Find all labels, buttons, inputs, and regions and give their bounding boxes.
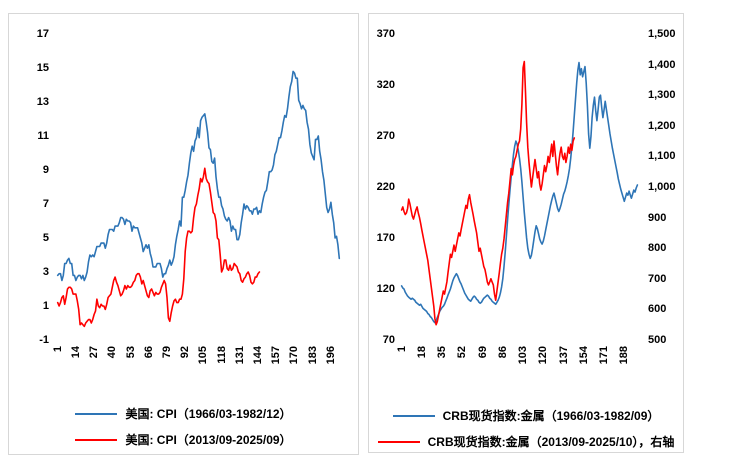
legend-line-sample (377, 440, 420, 443)
y-tick-label: 170 (376, 232, 395, 244)
legend-item: CRB现货指数:金属（2013/09-2025/10），右轴 (377, 433, 675, 450)
crb-legend: CRB现货指数:金属（1966/03-1982/09） CRB现货指数:金属（20… (369, 407, 683, 450)
y-tick-label: 17 (36, 28, 49, 40)
x-tick-label: 69 (476, 346, 489, 359)
x-tick-label: 27 (88, 346, 101, 359)
x-tick-label: 79 (160, 346, 173, 359)
y-tick-label: 120 (376, 283, 395, 295)
y-tick-label: 1,500 (648, 28, 676, 40)
x-tick-label: 188 (618, 346, 631, 365)
series-line (56, 167, 261, 328)
y-tick-label: 500 (648, 334, 667, 346)
y-tick-label: 1,400 (648, 58, 676, 71)
legend-item: 美国: CPI（2013/09-2025/09） (75, 431, 292, 448)
x-tick-label: 14 (69, 346, 82, 359)
y-tick-label: 15 (36, 62, 49, 74)
y-tick-label: 3 (42, 266, 49, 278)
x-tick-label: 131 (233, 346, 246, 365)
x-tick-label: 118 (215, 346, 228, 364)
x-tick-label: 53 (124, 346, 137, 359)
y-tick-label: 7 (42, 198, 49, 210)
x-tick-label: 66 (142, 346, 155, 359)
y-tick-label: 1,300 (648, 89, 676, 102)
legend-label: 美国: CPI（1966/03-1982/12） (125, 407, 292, 421)
y-tick-label: 11 (37, 130, 49, 142)
crb-metals-chart: 370 320 270 220 170 120 70 1,500 1,400 1,300 1,20… (368, 13, 684, 453)
y-tick-label: 700 (648, 272, 667, 285)
y-tick-label: 9 (42, 164, 49, 176)
x-tick-label: 86 (496, 346, 509, 359)
x-tick-label: 1 (395, 346, 408, 353)
x-tick-label: 157 (270, 346, 283, 365)
x-tick-label: 105 (197, 346, 210, 365)
series-line (56, 70, 341, 282)
cpi-plot-area (56, 70, 341, 328)
y-tick-label: 320 (376, 79, 395, 91)
series-line (400, 60, 576, 326)
y-tick-label: 1,200 (648, 119, 676, 132)
y-tick-label: 600 (648, 303, 667, 316)
legend-item: CRB现货指数:金属（1966/03-1982/09） (392, 407, 660, 424)
y-tick-label: 1 (42, 300, 49, 312)
y-tick-label: 270 (376, 130, 395, 142)
legend-label: 美国: CPI（2013/09-2025/09） (125, 433, 292, 447)
x-tick-label: 144 (252, 346, 265, 365)
x-tick-label: 171 (598, 346, 611, 365)
legend-label: CRB现货指数:金属（2013/09-2025/10），右轴 (427, 435, 675, 449)
y-tick-label: 70 (382, 334, 395, 346)
y-tick-label: 800 (648, 242, 667, 255)
legend-line-sample (392, 414, 435, 417)
crb-plot-area (400, 60, 639, 326)
x-tick-label: 137 (557, 346, 570, 365)
x-tick-label: 40 (106, 346, 119, 359)
x-tick-label: 196 (324, 346, 337, 365)
legend-line-sample (75, 412, 118, 415)
y-tick-label: 1,100 (648, 150, 676, 163)
legend-item: 美国: CPI（1966/03-1982/12） (75, 405, 292, 422)
series-line (400, 61, 639, 324)
y-tick-label: 5 (42, 232, 49, 244)
legend-line-sample (75, 438, 118, 441)
x-tick-label: 154 (577, 346, 590, 365)
x-tick-label: 35 (436, 346, 449, 359)
x-tick-label: 92 (179, 346, 192, 359)
y-tick-label: 13 (36, 96, 49, 108)
y-tick-label: -1 (39, 334, 49, 346)
cpi-comparison-chart: 17 15 13 11 9 7 5 3 1 -1 1 14 27 40 53 66 79 92 105 118 131… (8, 13, 359, 455)
x-tick-label: 183 (306, 346, 319, 365)
y-tick-label: 220 (376, 181, 395, 193)
x-tick-label: 120 (537, 346, 550, 365)
x-tick-label: 103 (517, 346, 530, 365)
x-tick-label: 1 (51, 346, 64, 353)
x-tick-label: 170 (288, 346, 301, 365)
x-tick-label: 18 (415, 346, 428, 359)
legend-label: CRB现货指数:金属（1966/03-1982/09） (442, 409, 660, 423)
y-tick-label: 900 (648, 211, 667, 224)
y-tick-label: 1,000 (648, 181, 676, 193)
x-tick-label: 52 (456, 346, 469, 359)
cpi-legend: 美国: CPI（1966/03-1982/12） 美国: CPI（2013/09-… (9, 405, 358, 448)
y-tick-label: 370 (376, 28, 395, 40)
